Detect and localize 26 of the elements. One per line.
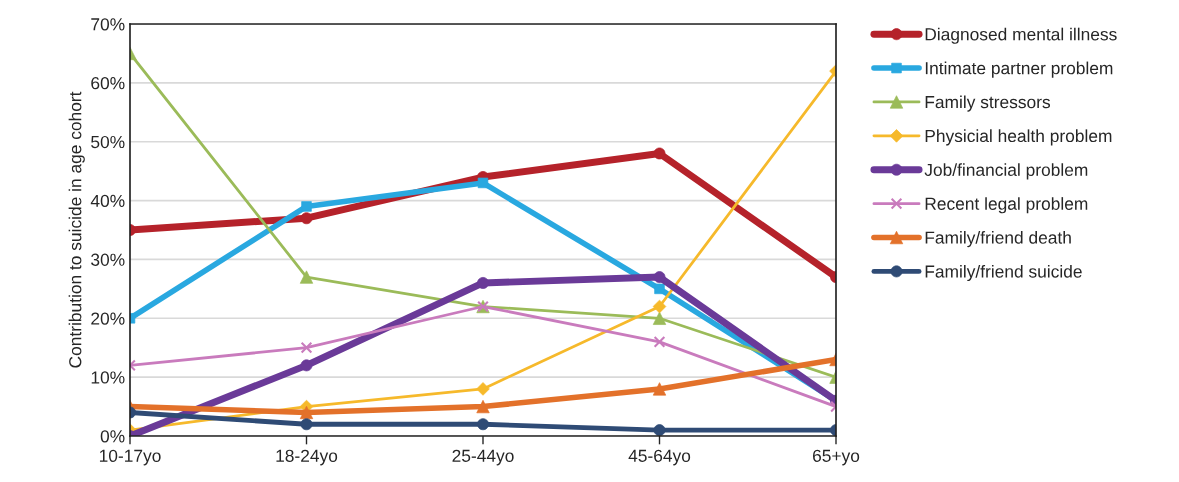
x-tick-label: 65+yo [812,449,860,466]
point [477,177,489,189]
legend-label: Family/friend suicide [925,264,1082,282]
x-tick-label: 25-44yo [452,449,514,466]
point [653,335,666,348]
y-tick-label: 10% [91,371,125,384]
x-tick-label: 10-17yo [99,449,161,466]
y-tick-label: 50% [91,135,125,149]
x-tick-label: 45-64yo [628,449,691,466]
point [300,341,313,354]
legend-label: Recent legal problem [925,197,1088,214]
x-tick-label: 18-24yo [276,449,338,466]
y-tick-label: 60% [91,77,125,90]
legend-label: Diagnosed mental illness [925,27,1117,44]
legend-label: Family/friend death [925,231,1071,248]
y-tick-label: 20% [91,312,125,325]
legend-label: Physicial health problem [925,129,1112,146]
y-tick-label: 70% [91,18,125,31]
y-tick-label: 40% [90,194,125,208]
legend-label: Intimate partner problem [925,61,1113,78]
point [652,299,667,314]
legend-label: Family stressors [925,95,1051,112]
legend-label: Job/financial problem [924,163,1088,180]
y-tick-label: 0% [100,430,125,443]
y-tick-label: 30% [91,253,125,266]
y-axis-title: Contribution to suicide in age cohort [68,91,85,368]
